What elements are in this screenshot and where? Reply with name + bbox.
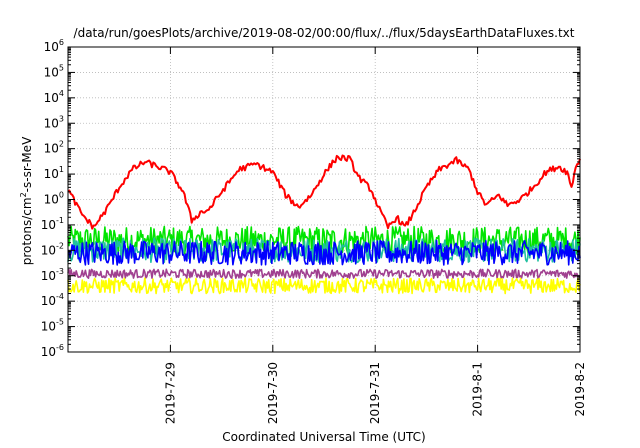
y-axis-label: protons/cm2-s-sr-MeV xyxy=(19,136,34,265)
y-tick-label: 104 xyxy=(44,89,64,105)
y-tick-label: 10-5 xyxy=(41,318,64,334)
y-tick-label: 10-6 xyxy=(41,343,64,359)
x-axis: 2019-7-29 2019-7-30 2019-7-31 2019-8-1 2019-… xyxy=(163,47,587,424)
x-tick-label: 2019-7-31 xyxy=(368,362,382,424)
y-tick-label: 100 xyxy=(44,191,64,207)
x-tick-label: 2019-7-30 xyxy=(266,362,280,424)
x-tick-label: 2019-7-29 xyxy=(163,362,177,424)
chart-title: /data/run/goesPlots/archive/2019-08-02/0… xyxy=(74,26,575,40)
y-axis: 10-6 10-5 10-4 10-3 10-2 10-1 100 101 102 103 104 1… xyxy=(41,38,580,359)
y-tick-label: 105 xyxy=(44,63,64,79)
series-line-red xyxy=(67,154,581,230)
y-tick-label: 10-2 xyxy=(41,241,64,257)
y-tick-label: 10-1 xyxy=(41,216,64,232)
x-axis-label: Coordinated Universal Time (UTC) xyxy=(222,430,425,444)
series-line xyxy=(67,277,581,295)
y-tick-label: 10-3 xyxy=(41,267,64,283)
x-tick-label: 2019-8-2 xyxy=(573,362,587,416)
y-tick-label: 101 xyxy=(44,165,64,181)
series-line xyxy=(67,239,581,266)
y-tick-label: 10-4 xyxy=(41,292,64,308)
series-line xyxy=(67,268,581,280)
x-tick-label: 2019-8-1 xyxy=(471,362,485,416)
y-tick-label: 106 xyxy=(44,38,64,54)
series-line xyxy=(67,225,581,255)
y-tick-label: 103 xyxy=(44,114,64,130)
data-series xyxy=(67,154,581,295)
y-tick-label: 102 xyxy=(44,140,64,156)
